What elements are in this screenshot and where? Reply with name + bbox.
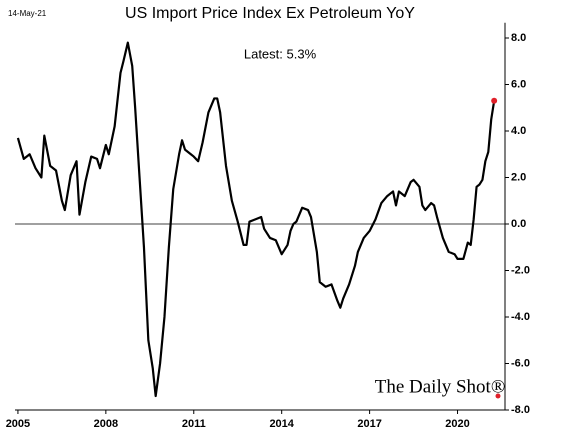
latest-marker (491, 97, 498, 104)
y-tick-label: 8.0 (511, 32, 526, 44)
chart-title: US Import Price Index Ex Petroleum YoY (125, 5, 415, 22)
y-tick-label: 0.0 (511, 218, 526, 230)
y-tick-label: 6.0 (511, 78, 526, 90)
source-logo: The Daily Shot® (375, 376, 506, 397)
y-tick-label: -6.0 (511, 357, 530, 369)
y-tick-label: -8.0 (511, 404, 530, 416)
x-tick-label: 2008 (94, 418, 118, 430)
logo-dot (495, 393, 501, 399)
annotation: Latest: 5.3% (244, 46, 317, 61)
y-tick-label: -2.0 (511, 264, 530, 276)
x-tick-label: 2014 (269, 418, 294, 430)
x-tick-label: 2011 (182, 418, 206, 430)
y-tick-label: 4.0 (511, 125, 526, 137)
y-tick-label: 2.0 (511, 171, 526, 183)
y-tick-label: -4.0 (511, 311, 530, 323)
date-label: 14-May-21 (8, 9, 47, 18)
x-tick-label: 2005 (6, 418, 30, 430)
x-tick-label: 2017 (357, 418, 381, 430)
series-line (16, 41, 496, 398)
x-tick-label: 2020 (445, 418, 469, 430)
